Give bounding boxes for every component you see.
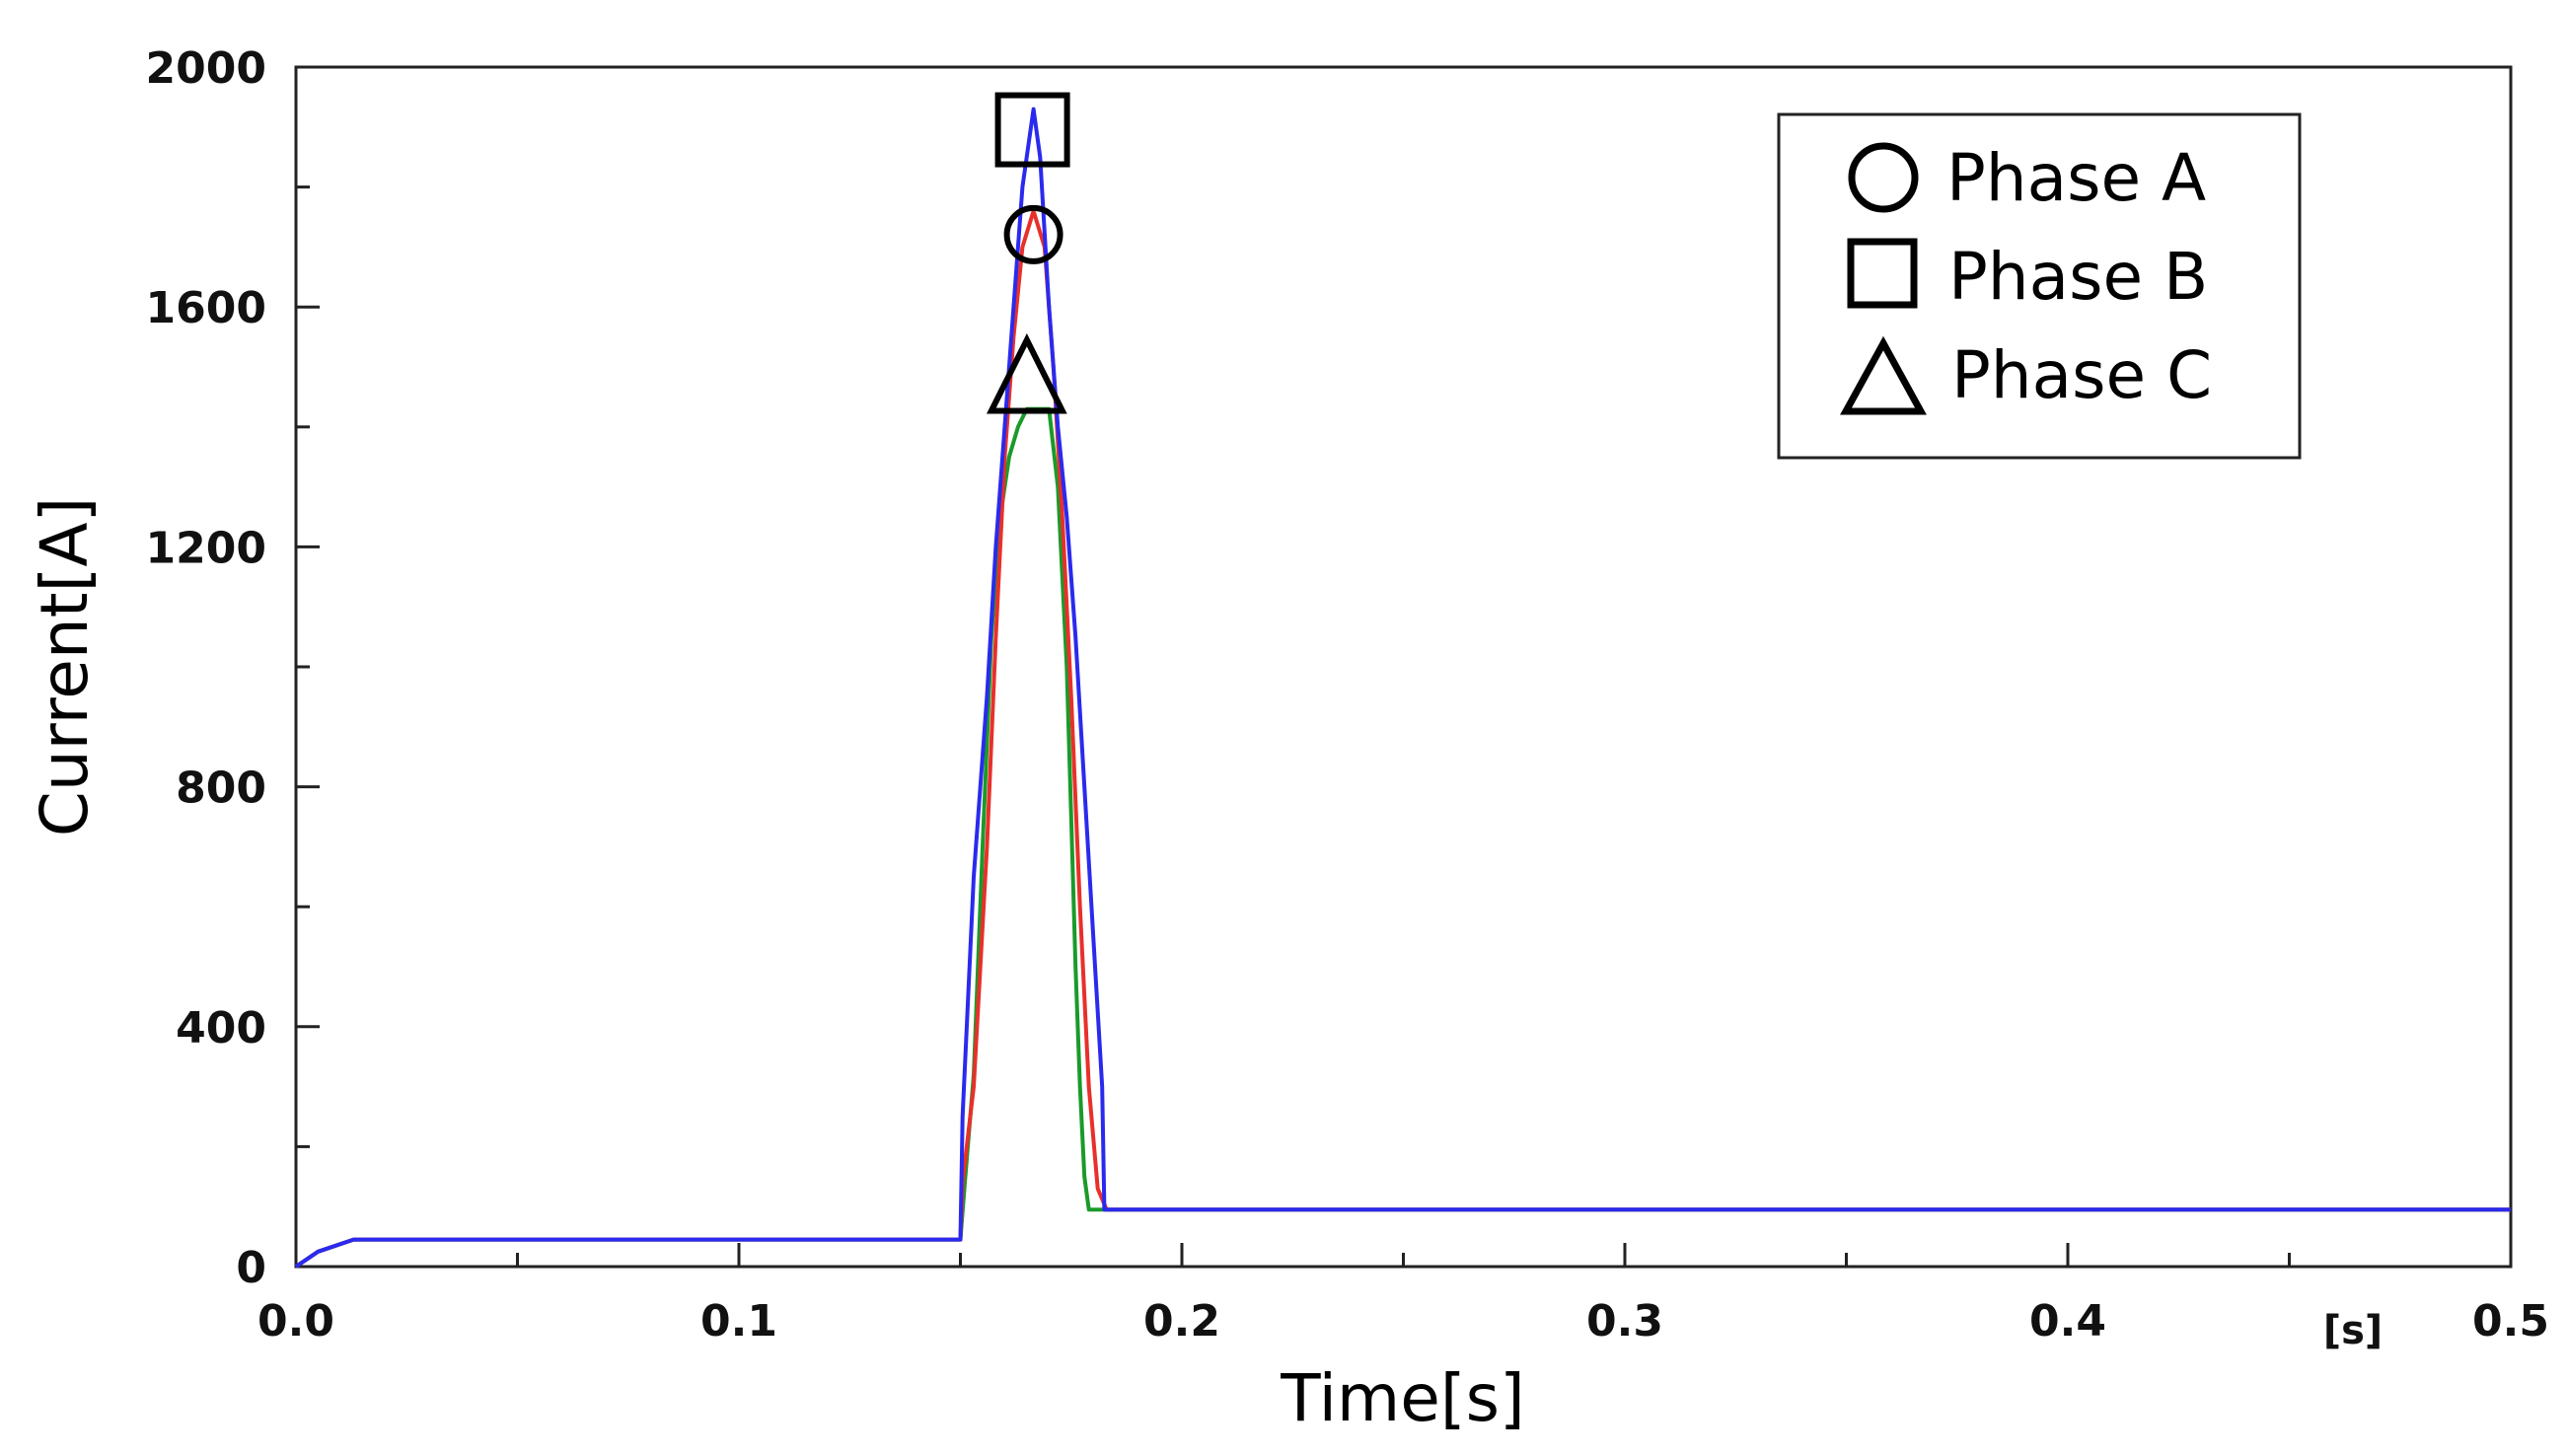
x-tick-label: 0.4 bbox=[2029, 1296, 2106, 1347]
x-tick-label: 0.0 bbox=[257, 1296, 334, 1347]
legend: Phase A Phase B Phase C bbox=[1777, 112, 2302, 460]
x-tick-label: 0.2 bbox=[1143, 1296, 1220, 1347]
peak-marker-phase-b bbox=[994, 92, 1070, 168]
y-tick-label: 0 bbox=[236, 1243, 266, 1293]
y-tick-label: 800 bbox=[176, 764, 266, 814]
y-axis-title: Current[A] bbox=[27, 497, 103, 837]
y-tick-label: 1200 bbox=[146, 523, 266, 573]
legend-square-icon bbox=[1847, 238, 1918, 309]
series-layer bbox=[294, 107, 2511, 1269]
x-axis-unit-label: [s] bbox=[2323, 1308, 2383, 1353]
x-tick-label: 0.5 bbox=[2472, 1296, 2549, 1347]
legend-label-phase-c: Phase C bbox=[1951, 337, 2212, 413]
x-tick-label: 0.3 bbox=[1586, 1296, 1663, 1347]
x-axis-title: Time[s] bbox=[1280, 1360, 1524, 1436]
legend-circle-icon bbox=[1848, 142, 1919, 213]
markers-layer bbox=[986, 92, 1070, 414]
legend-triangle-icon bbox=[1840, 335, 1927, 415]
peak-marker-phase-a bbox=[1003, 204, 1063, 264]
ticks-layer: 0.0 0.1 0.2 0.3 0.4 0.5 0 400 800 1200 1600 2000 bbox=[146, 43, 2549, 1347]
series-line-phase-b bbox=[294, 107, 2511, 1269]
peak-marker-phase-c bbox=[986, 332, 1067, 414]
legend-box bbox=[1777, 112, 2302, 460]
legend-label-phase-b: Phase B bbox=[1948, 239, 2208, 315]
x-tick-label: 0.1 bbox=[700, 1296, 777, 1347]
legend-label-phase-a: Phase A bbox=[1946, 140, 2206, 216]
y-tick-label: 2000 bbox=[146, 43, 266, 94]
y-tick-label: 1600 bbox=[146, 283, 266, 333]
y-tick-label: 400 bbox=[176, 1003, 266, 1054]
